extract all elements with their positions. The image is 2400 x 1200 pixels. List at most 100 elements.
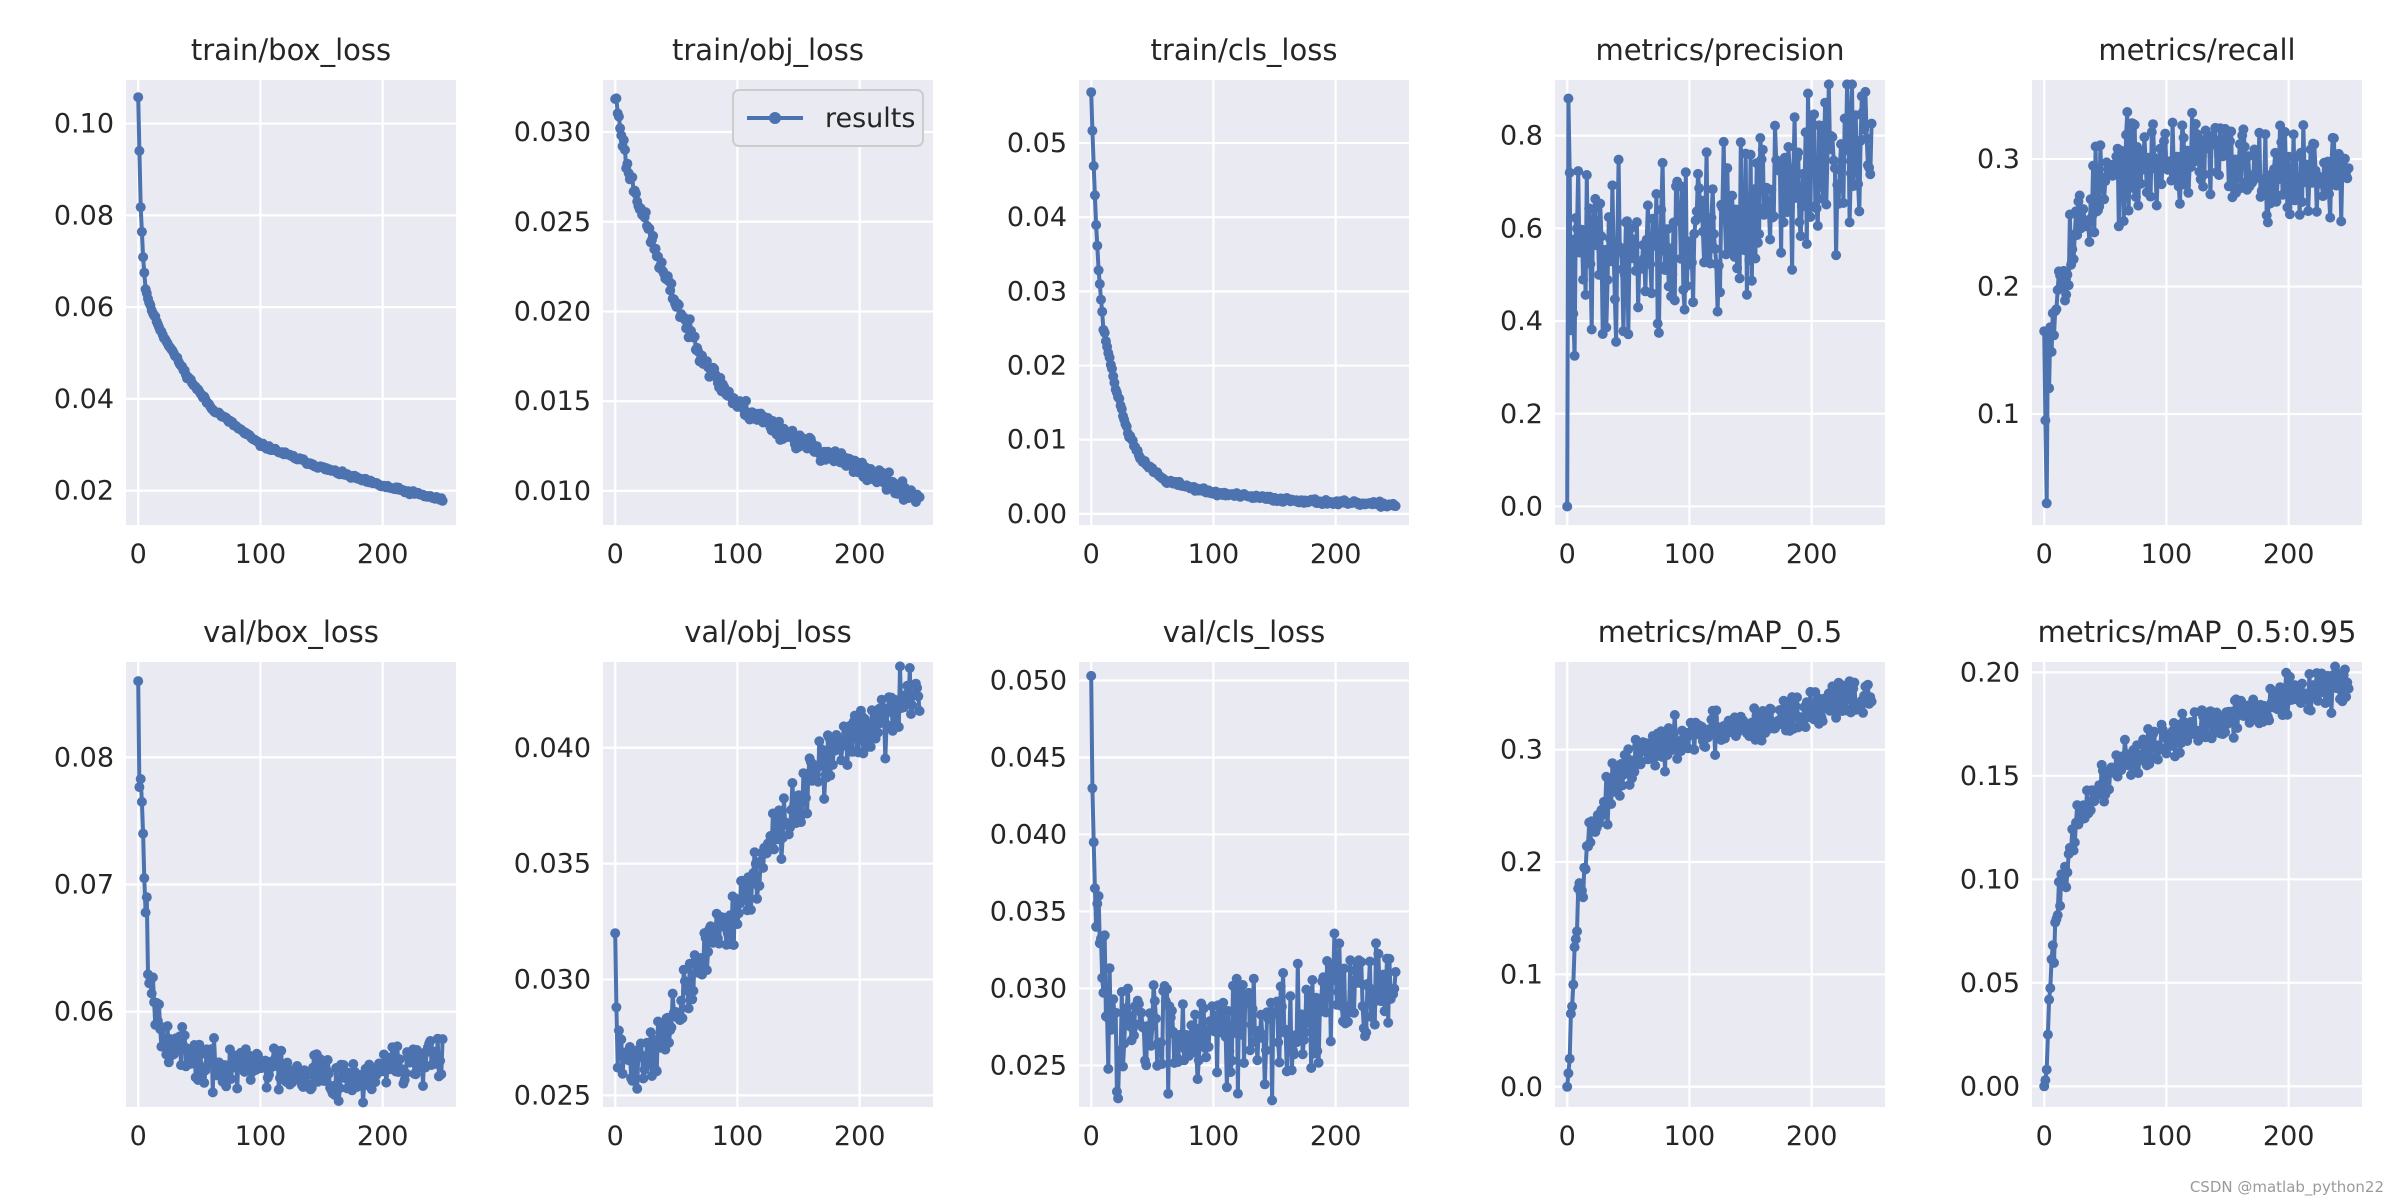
data-point [2119, 734, 2130, 745]
data-point [1088, 837, 1099, 848]
data-point [1609, 294, 1620, 305]
data-point [2214, 170, 2224, 181]
data-point [394, 1054, 405, 1065]
data-point [2336, 216, 2347, 227]
data-point [1236, 1012, 1247, 1022]
data-point [1563, 93, 1574, 104]
chart-title: val/cls_loss [1163, 615, 1325, 649]
data-point [2341, 691, 2352, 702]
data-point [1357, 1001, 1368, 1012]
x-tick-label: 200 [1310, 1121, 1362, 1152]
data-point [1096, 294, 1106, 305]
y-tick-label: 0.02 [1007, 351, 1067, 382]
data-point [1383, 1017, 1394, 1028]
data-point [139, 873, 150, 884]
y-tick-label: 0.030 [990, 973, 1067, 1004]
data-point [2297, 678, 2308, 689]
data-point [2239, 141, 2250, 152]
data-point [1679, 304, 1690, 315]
data-point [640, 207, 651, 218]
data-point [338, 1060, 349, 1070]
data-point [1569, 942, 1580, 953]
chart-title: val/obj_loss [684, 615, 852, 649]
y-tick-label: 0.15 [1960, 761, 2020, 792]
data-point [610, 928, 621, 939]
data-point [2040, 415, 2051, 426]
data-point [1203, 1041, 1214, 1052]
data-point [1798, 168, 1809, 179]
data-point [656, 257, 667, 268]
data-point [638, 1073, 649, 1084]
y-tick-label: 0.2 [1500, 847, 1543, 878]
data-point [136, 796, 147, 807]
y-tick-label: 0.2 [1500, 399, 1543, 430]
data-point [1335, 989, 1346, 1000]
data-point [2062, 269, 2073, 280]
data-point [1669, 710, 1680, 720]
x-tick-label: 0 [607, 1121, 624, 1152]
data-point [1623, 744, 1634, 755]
chart-title: train/box_loss [191, 33, 391, 67]
data-point [2250, 149, 2261, 160]
data-point [2137, 148, 2147, 158]
data-point [1858, 707, 1868, 718]
data-point [1766, 704, 1777, 715]
data-point [1564, 1053, 1575, 1064]
chart-panel: 0 100 200 0.0 0.1 0.2 0.3 metrics/mAP_0.5 [1500, 615, 1885, 1152]
x-tick-label: 200 [1786, 1121, 1838, 1152]
data-point [1602, 819, 1613, 830]
data-point [1614, 790, 1625, 801]
data-point [2309, 139, 2320, 150]
chart-title: val/box_loss [203, 615, 379, 649]
data-point [306, 1082, 317, 1093]
data-point [651, 1066, 662, 1077]
data-point [1628, 253, 1639, 264]
data-point [1258, 1033, 1269, 1044]
data-point [1155, 1037, 1166, 1048]
data-point [1781, 181, 1791, 192]
data-point [2126, 129, 2136, 140]
data-point [1710, 243, 1721, 254]
data-point [673, 299, 684, 310]
data-point [914, 492, 925, 503]
data-point [2226, 126, 2237, 137]
data-point [2135, 178, 2146, 189]
data-point [1129, 1030, 1139, 1041]
data-point [319, 1076, 329, 1086]
data-point [1711, 705, 1722, 716]
data-point [862, 728, 872, 739]
data-point [199, 1077, 210, 1088]
data-point [1121, 1003, 1132, 1013]
y-tick-label: 0.08 [54, 742, 114, 773]
chart-panel: 0 100 200 0.00 0.01 0.02 0.03 0.04 0.05 train/cls… [1007, 33, 1409, 570]
data-point [1778, 217, 1789, 228]
data-point [348, 1059, 359, 1069]
data-point [138, 252, 149, 263]
data-point [2138, 164, 2149, 175]
data-point [2170, 173, 2180, 184]
data-point [1739, 245, 1750, 256]
data-point [1568, 308, 1579, 319]
data-point [1831, 250, 1842, 261]
data-point [1570, 213, 1581, 223]
data-point [1801, 239, 1812, 249]
data-point [2294, 209, 2305, 220]
data-point [1633, 302, 1644, 313]
data-point [1147, 1021, 1158, 1032]
data-point [1658, 235, 1669, 245]
data-point [2190, 119, 2201, 129]
data-point [1631, 217, 1642, 228]
data-point [1334, 938, 1345, 949]
data-point [1389, 983, 1400, 994]
data-point [1564, 167, 1575, 178]
data-point [2298, 120, 2309, 131]
data-point [1221, 1082, 1232, 1093]
data-point [139, 267, 150, 278]
x-tick-label: 0 [130, 1121, 147, 1152]
data-point [2167, 117, 2178, 128]
data-point [1754, 229, 1765, 240]
data-point [1107, 363, 1117, 374]
data-point [1089, 190, 1100, 201]
data-point [221, 1081, 232, 1092]
y-tick-label: 0.04 [1007, 202, 1067, 233]
